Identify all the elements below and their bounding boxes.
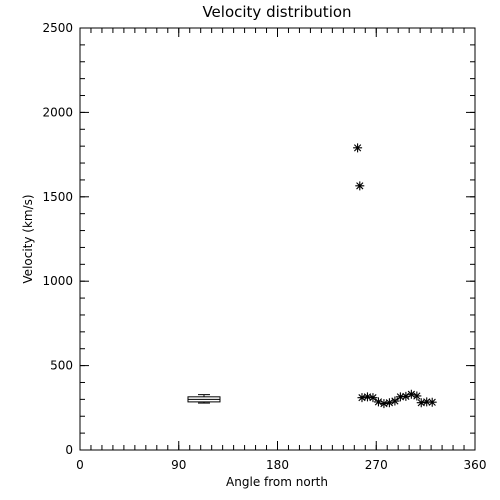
y-tick-label: 500: [50, 359, 73, 373]
data-point: [401, 391, 411, 401]
x-tick-label: 90: [171, 458, 186, 472]
x-tick-label: 360: [464, 458, 487, 472]
y-axis-label: Velocity (km/s): [21, 194, 35, 283]
asterisk-marker: [379, 399, 389, 409]
asterisk-marker: [355, 181, 365, 191]
data-point: [412, 391, 422, 401]
asterisk-marker: [373, 397, 383, 407]
plot-frame: [79, 27, 476, 451]
asterisk-marker: [416, 398, 426, 408]
chart-title: Velocity distribution: [202, 3, 351, 21]
x-axis-label: Angle from north: [226, 475, 328, 489]
asterisk-marker: [384, 398, 394, 408]
y-tick-label: 2000: [42, 105, 73, 119]
y-tick-label: 2500: [42, 21, 73, 35]
y-tick-label: 1000: [42, 274, 73, 288]
x-tick-label: 180: [266, 458, 289, 472]
data-point: [379, 399, 389, 409]
data-point: [353, 143, 363, 153]
axis-ticks: [79, 27, 476, 451]
boxplot: [187, 394, 221, 404]
asterisk-marker: [390, 396, 400, 406]
asterisk-marker: [412, 391, 422, 401]
data-point: [373, 397, 383, 407]
tick-labels: 0 90 180 270 360 0 500 1000 1500 2000 2500: [42, 21, 486, 472]
y-tick-label: 1500: [42, 190, 73, 204]
data-point: [362, 392, 372, 402]
y-tick-label: 0: [65, 443, 73, 457]
x-tick-label: 270: [365, 458, 388, 472]
data-point: [390, 396, 400, 406]
data-point: [422, 397, 432, 407]
data-point: [406, 389, 416, 399]
asterisk-marker: [401, 391, 411, 401]
asterisk-marker: [357, 393, 367, 403]
data-point: [357, 393, 367, 403]
asterisk-marker: [362, 392, 372, 402]
asterisk-marker: [353, 143, 363, 153]
asterisk-marker: [422, 397, 432, 407]
data-points: [353, 143, 437, 409]
data-point: [384, 398, 394, 408]
asterisk-marker: [406, 389, 416, 399]
asterisk-marker: [427, 397, 437, 407]
x-tick-label: 0: [76, 458, 84, 472]
asterisk-marker: [395, 392, 405, 402]
data-point: [427, 397, 437, 407]
data-point: [355, 181, 365, 191]
data-point: [416, 398, 426, 408]
data-point: [395, 392, 405, 402]
data-point: [368, 393, 378, 403]
asterisk-marker: [368, 393, 378, 403]
